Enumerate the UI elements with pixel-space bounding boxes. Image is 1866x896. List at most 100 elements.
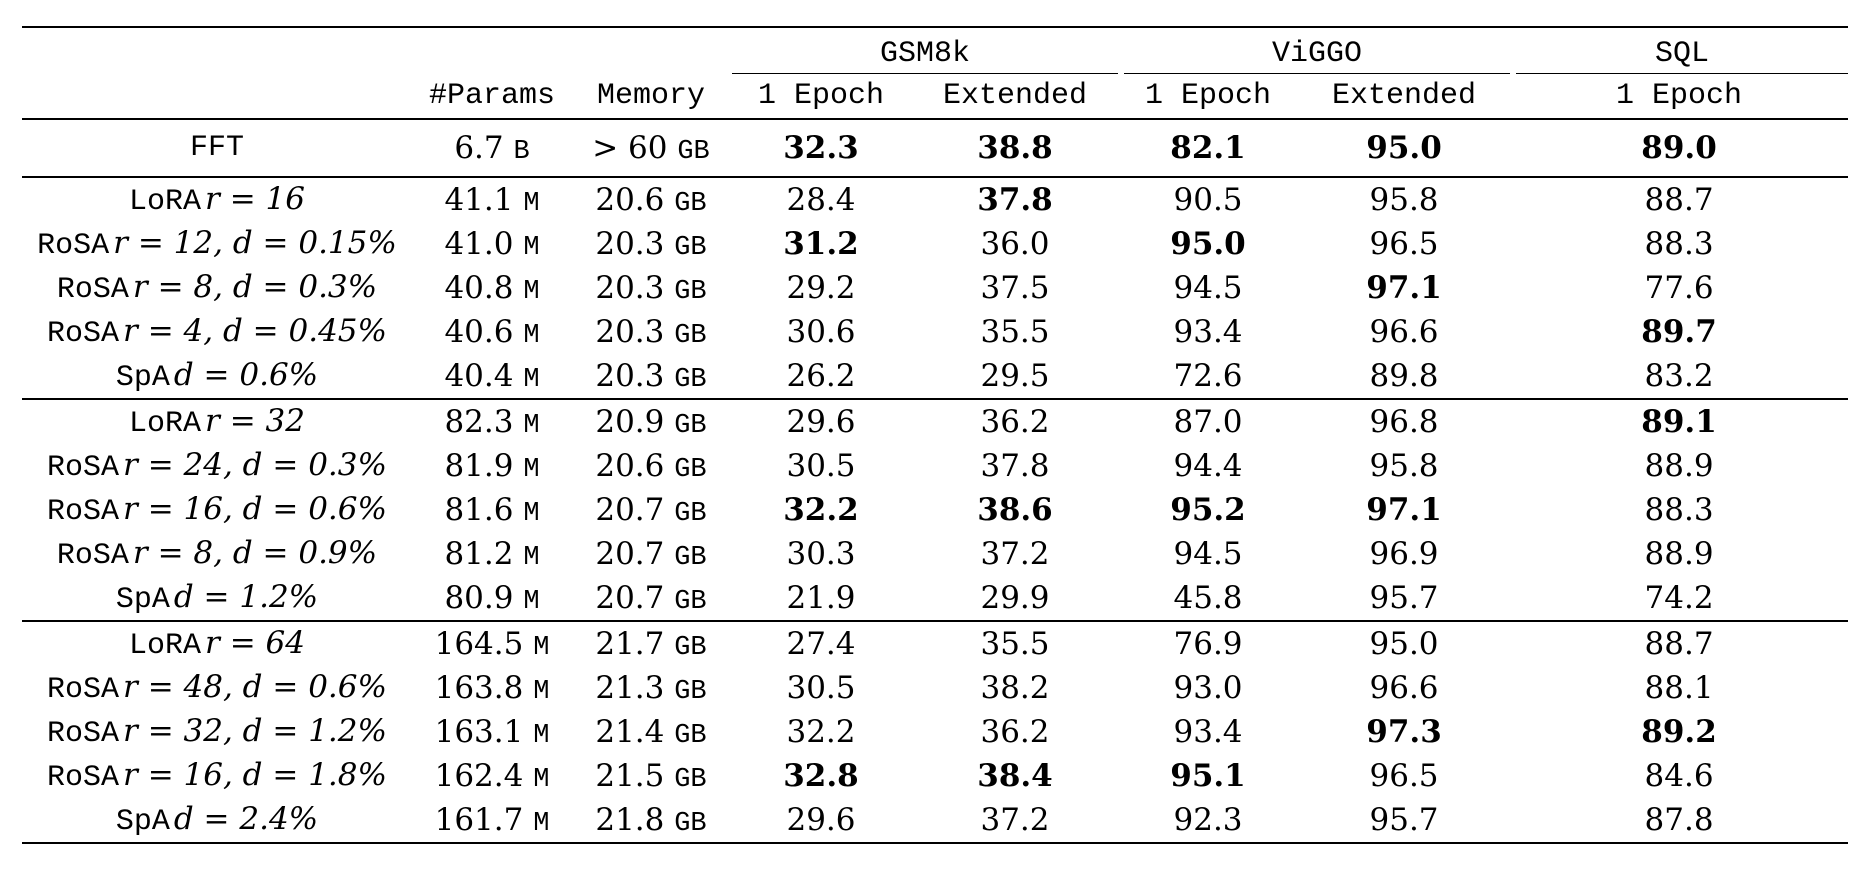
memory-value: 21.4: [595, 713, 665, 750]
memory-unit: GB: [674, 364, 707, 395]
params-cell: 41.1 M: [412, 176, 572, 222]
score-sql-1epoch: 88.3: [1644, 492, 1714, 528]
method-name: RoSA: [47, 317, 120, 351]
score-viggo-1epoch: 95.2: [1170, 492, 1246, 528]
memory-unit: GB: [674, 720, 707, 751]
params-value: 164.5: [434, 625, 524, 662]
score-viggo-1epoch: 93.4: [1173, 714, 1243, 750]
table-row: LoRA r = 16 41.1 M 20.6 GB 28.4 37.8 90.5 95.8…: [22, 176, 1849, 222]
score-viggo-1epoch: 76.9: [1118, 620, 1299, 666]
memory-unit: GB: [674, 276, 707, 307]
params-unit: M: [523, 542, 540, 573]
memory-value: 21.3: [595, 669, 665, 706]
score-viggo-extended: 96.6: [1369, 670, 1439, 706]
method-config: r = 48, d = 0.6%: [123, 669, 387, 705]
fft-memory: > 60: [592, 129, 668, 166]
score-viggo-1epoch: 87.0: [1118, 398, 1299, 444]
method-cell: LoRA r = 64: [22, 620, 412, 666]
memory-cell: 21.8 GB: [572, 798, 730, 844]
params-unit: M: [533, 764, 550, 795]
memory-unit: GB: [674, 232, 707, 263]
score-viggo-extended: 96.9: [1369, 536, 1439, 572]
params-unit: M: [523, 276, 540, 307]
memory-value: 20.3: [595, 313, 665, 350]
method-cell: RoSA r = 8, d = 0.3%: [22, 266, 412, 310]
params-unit: M: [533, 632, 550, 663]
score-gsm8k-extended: 38.6: [977, 492, 1053, 528]
score-gsm8k-extended: 35.5: [912, 620, 1119, 666]
table-row: RoSA r = 24, d = 0.3% 81.9 M 20.6 GB 30.5 37…: [22, 444, 1848, 488]
score-gsm8k-extended: 37.8: [980, 448, 1050, 484]
table-row: RoSA r = 8, d = 0.3% 40.8 M 20.3 GB 29.2 37.…: [22, 266, 1848, 310]
params-value: 81.2: [444, 535, 514, 572]
score-gsm8k-1epoch: 27.4: [730, 620, 912, 666]
method-name: RoSA: [47, 673, 120, 707]
header-gsm8k-extended: Extended: [942, 79, 1088, 113]
memory-cell: 20.3 GB: [572, 354, 730, 399]
header-viggo: ViGGO: [1124, 37, 1511, 74]
score-viggo-1epoch: 92.3: [1118, 798, 1299, 844]
memory-value: 20.6: [595, 447, 665, 484]
score-gsm8k-1epoch: 32.8: [783, 758, 859, 794]
memory-cell: 20.7 GB: [572, 576, 730, 621]
params-cell: 81.2 M: [412, 532, 572, 576]
table-row-fft: FFT 6.7 B > 60 GB 32.3 38.8 82.1 95.0 89…: [22, 118, 1849, 177]
memory-unit: GB: [674, 188, 707, 219]
method-name: LoRA: [129, 185, 202, 219]
method-config: r = 16: [205, 181, 305, 217]
score-viggo-1epoch: 95.0: [1170, 226, 1246, 262]
method-config: r = 4, d = 0.45%: [123, 313, 387, 349]
method-cell: SpA d = 0.6%: [22, 354, 412, 399]
table-row: RoSA r = 12, d = 0.15% 41.0 M 20.3 GB 31.2 3…: [22, 222, 1848, 266]
memory-value: 21.8: [595, 801, 665, 838]
table-row: RoSA r = 48, d = 0.6% 163.8 M 21.3 GB 30.5 3…: [22, 666, 1848, 710]
score-viggo-extended: 95.8: [1369, 448, 1439, 484]
params-unit: M: [523, 454, 540, 485]
memory-value: 20.3: [595, 269, 665, 306]
memory-unit: GB: [674, 632, 707, 663]
score-gsm8k-extended: 36.0: [980, 226, 1050, 262]
score-gsm8k-1epoch: 31.2: [783, 226, 859, 262]
score-gsm8k-extended: 37.5: [980, 270, 1050, 306]
score-gsm8k-extended: 37.2: [912, 798, 1119, 844]
score-sql-1epoch: 88.9: [1644, 448, 1714, 484]
header-sql: SQL: [1516, 37, 1849, 74]
score-viggo-1epoch: 90.5: [1118, 176, 1299, 222]
method-config: d = 2.4%: [173, 801, 319, 837]
score-gsm8k-1epoch: 30.5: [786, 448, 856, 484]
memory-value: 20.9: [595, 403, 665, 440]
score-gsm8k-1epoch: 30.6: [786, 314, 856, 350]
table-row: SpA d = 2.4% 161.7 M 21.8 GB 29.6 37.2 92.3 95…: [22, 798, 1849, 844]
score-gsm8k-extended: 38.2: [980, 670, 1050, 706]
table-row: LoRA r = 64 164.5 M 21.7 GB 27.4 35.5 76.9 95.…: [22, 620, 1849, 666]
method-config: r = 8, d = 0.9%: [132, 535, 378, 571]
score-viggo-extended: 89.8: [1369, 358, 1439, 394]
header-params: #Params: [428, 79, 556, 113]
method-cell: RoSA r = 24, d = 0.3%: [22, 444, 412, 488]
memory-value: 20.7: [595, 535, 665, 572]
method-name: RoSA: [56, 273, 129, 307]
params-unit: M: [523, 188, 540, 219]
score-gsm8k-1epoch: 30.3: [786, 536, 856, 572]
params-value: 82.3: [444, 403, 514, 440]
memory-cell: 20.9 GB: [572, 398, 730, 444]
score-viggo-extended: 97.1: [1366, 492, 1442, 528]
fft-method: FFT: [22, 118, 412, 177]
memory-unit: GB: [674, 764, 707, 795]
params-value: 41.1: [444, 181, 514, 218]
score-sql-1epoch: 74.2: [1644, 580, 1714, 616]
table-row: RoSA r = 8, d = 0.9% 81.2 M 20.7 GB 30.3 37.…: [22, 532, 1848, 576]
memory-unit: GB: [674, 676, 707, 707]
memory-cell: 20.7 GB: [572, 532, 730, 576]
score-gsm8k-1epoch: 21.9: [786, 580, 856, 616]
fft-viggo-extended: 95.0: [1298, 118, 1511, 177]
score-viggo-1epoch: 95.1: [1170, 758, 1246, 794]
memory-value: 20.7: [595, 491, 665, 528]
memory-unit: GB: [674, 498, 707, 529]
memory-unit: GB: [674, 542, 707, 573]
score-gsm8k-1epoch: 29.6: [730, 398, 912, 444]
score-sql-1epoch: 84.6: [1644, 758, 1714, 794]
method-cell: SpA d = 1.2%: [22, 576, 412, 621]
method-cell: RoSA r = 32, d = 1.2%: [22, 710, 412, 754]
fft-gsm8k-extended: 38.8: [912, 118, 1119, 177]
